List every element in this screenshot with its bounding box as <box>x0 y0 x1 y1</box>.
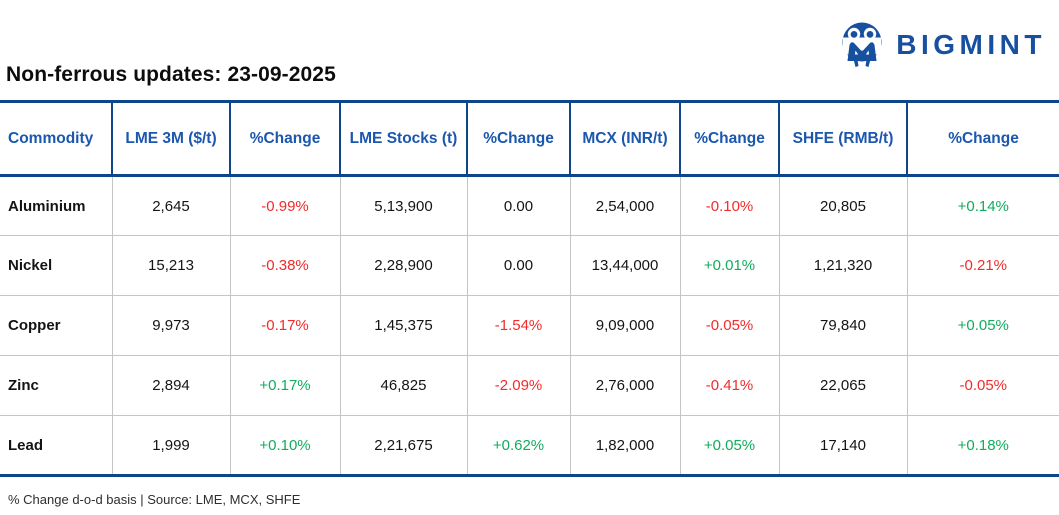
value-cell: +0.17% <box>229 355 340 416</box>
value-cell: +0.01% <box>679 235 779 296</box>
table-row: Aluminium 2,645 -0.99% 5,13,900 0.00 2,54,000… <box>0 175 1059 236</box>
value-cell: 2,894 <box>111 355 230 416</box>
col-header-mcx-change: %Change <box>679 100 779 177</box>
value-cell: 1,999 <box>111 415 230 477</box>
value-cell: 79,840 <box>778 295 907 356</box>
value-cell: 9,973 <box>111 295 230 356</box>
value-cell: +0.62% <box>466 415 570 477</box>
value-cell: 13,44,000 <box>569 235 680 296</box>
col-header-lme-stocks-change: %Change <box>466 100 570 177</box>
commodity-cell: Aluminium <box>0 175 112 236</box>
commodity-cell: Lead <box>0 415 112 477</box>
value-cell: 0.00 <box>466 235 570 296</box>
value-cell: -0.38% <box>229 235 340 296</box>
commodity-cell: Nickel <box>0 235 112 296</box>
source-footnote: % Change d-o-d basis | Source: LME, MCX,… <box>8 492 301 507</box>
value-cell: 1,45,375 <box>339 295 467 356</box>
value-cell: +0.05% <box>679 415 779 477</box>
value-cell: 1,21,320 <box>778 235 907 296</box>
page-title: Non-ferrous updates: 23-09-2025 <box>6 63 336 86</box>
value-cell: 46,825 <box>339 355 467 416</box>
commodity-table: Commodity LME 3M ($/t) %Change LME Stock… <box>0 100 1059 477</box>
col-header-shfe: SHFE (RMB/t) <box>778 100 907 177</box>
value-cell: 2,54,000 <box>569 175 680 236</box>
table-body: Aluminium 2,645 -0.99% 5,13,900 0.00 2,54,000… <box>0 175 1059 477</box>
value-cell: 2,28,900 <box>339 235 467 296</box>
table-row: Lead 1,999 +0.10% 2,21,675 +0.62% 1,82,000 +0.… <box>0 415 1059 477</box>
value-cell: 22,065 <box>778 355 907 416</box>
value-cell: -0.99% <box>229 175 340 236</box>
bigmint-logo: BIGMINT <box>839 21 1046 68</box>
value-cell: -0.05% <box>679 295 779 356</box>
value-cell: +0.05% <box>906 295 1059 356</box>
value-cell: 17,140 <box>778 415 907 477</box>
value-cell: 1,82,000 <box>569 415 680 477</box>
commodity-cell: Copper <box>0 295 112 356</box>
value-cell: +0.18% <box>906 415 1059 477</box>
value-cell: 15,213 <box>111 235 230 296</box>
commodity-cell: Zinc <box>0 355 112 416</box>
value-cell: 2,21,675 <box>339 415 467 477</box>
value-cell: -0.17% <box>229 295 340 356</box>
table-row: Zinc 2,894 +0.17% 46,825 -2.09% 2,76,000 -0.41… <box>0 355 1059 416</box>
bigmint-logo-text: BIGMINT <box>896 28 1046 60</box>
col-header-shfe-change: %Change <box>906 100 1059 177</box>
col-header-lme-3m-change: %Change <box>229 100 340 177</box>
value-cell: -0.21% <box>906 235 1059 296</box>
value-cell: -0.41% <box>679 355 779 416</box>
value-cell: 20,805 <box>778 175 907 236</box>
table-row: Nickel 15,213 -0.38% 2,28,900 0.00 13,44,000 +… <box>0 235 1059 296</box>
col-header-mcx: MCX (INR/t) <box>569 100 680 177</box>
header-row: Commodity LME 3M ($/t) %Change LME Stock… <box>0 100 1059 177</box>
value-cell: -1.54% <box>466 295 570 356</box>
value-cell: 9,09,000 <box>569 295 680 356</box>
value-cell: 5,13,900 <box>339 175 467 236</box>
table-header: Commodity LME 3M ($/t) %Change LME Stock… <box>0 100 1059 177</box>
value-cell: +0.14% <box>906 175 1059 236</box>
value-cell: 2,76,000 <box>569 355 680 416</box>
bigmint-logo-icon <box>839 21 886 68</box>
value-cell: 0.00 <box>466 175 570 236</box>
col-header-lme-3m: LME 3M ($/t) <box>111 100 230 177</box>
value-cell: -0.05% <box>906 355 1059 416</box>
table-row: Copper 9,973 -0.17% 1,45,375 -1.54% 9,09,000-… <box>0 295 1059 356</box>
value-cell: -2.09% <box>466 355 570 416</box>
value-cell: +0.10% <box>229 415 340 477</box>
col-header-lme-stocks: LME Stocks (t) <box>339 100 467 177</box>
col-header-commodity: Commodity <box>0 100 112 177</box>
value-cell: -0.10% <box>679 175 779 236</box>
value-cell: 2,645 <box>111 175 230 236</box>
